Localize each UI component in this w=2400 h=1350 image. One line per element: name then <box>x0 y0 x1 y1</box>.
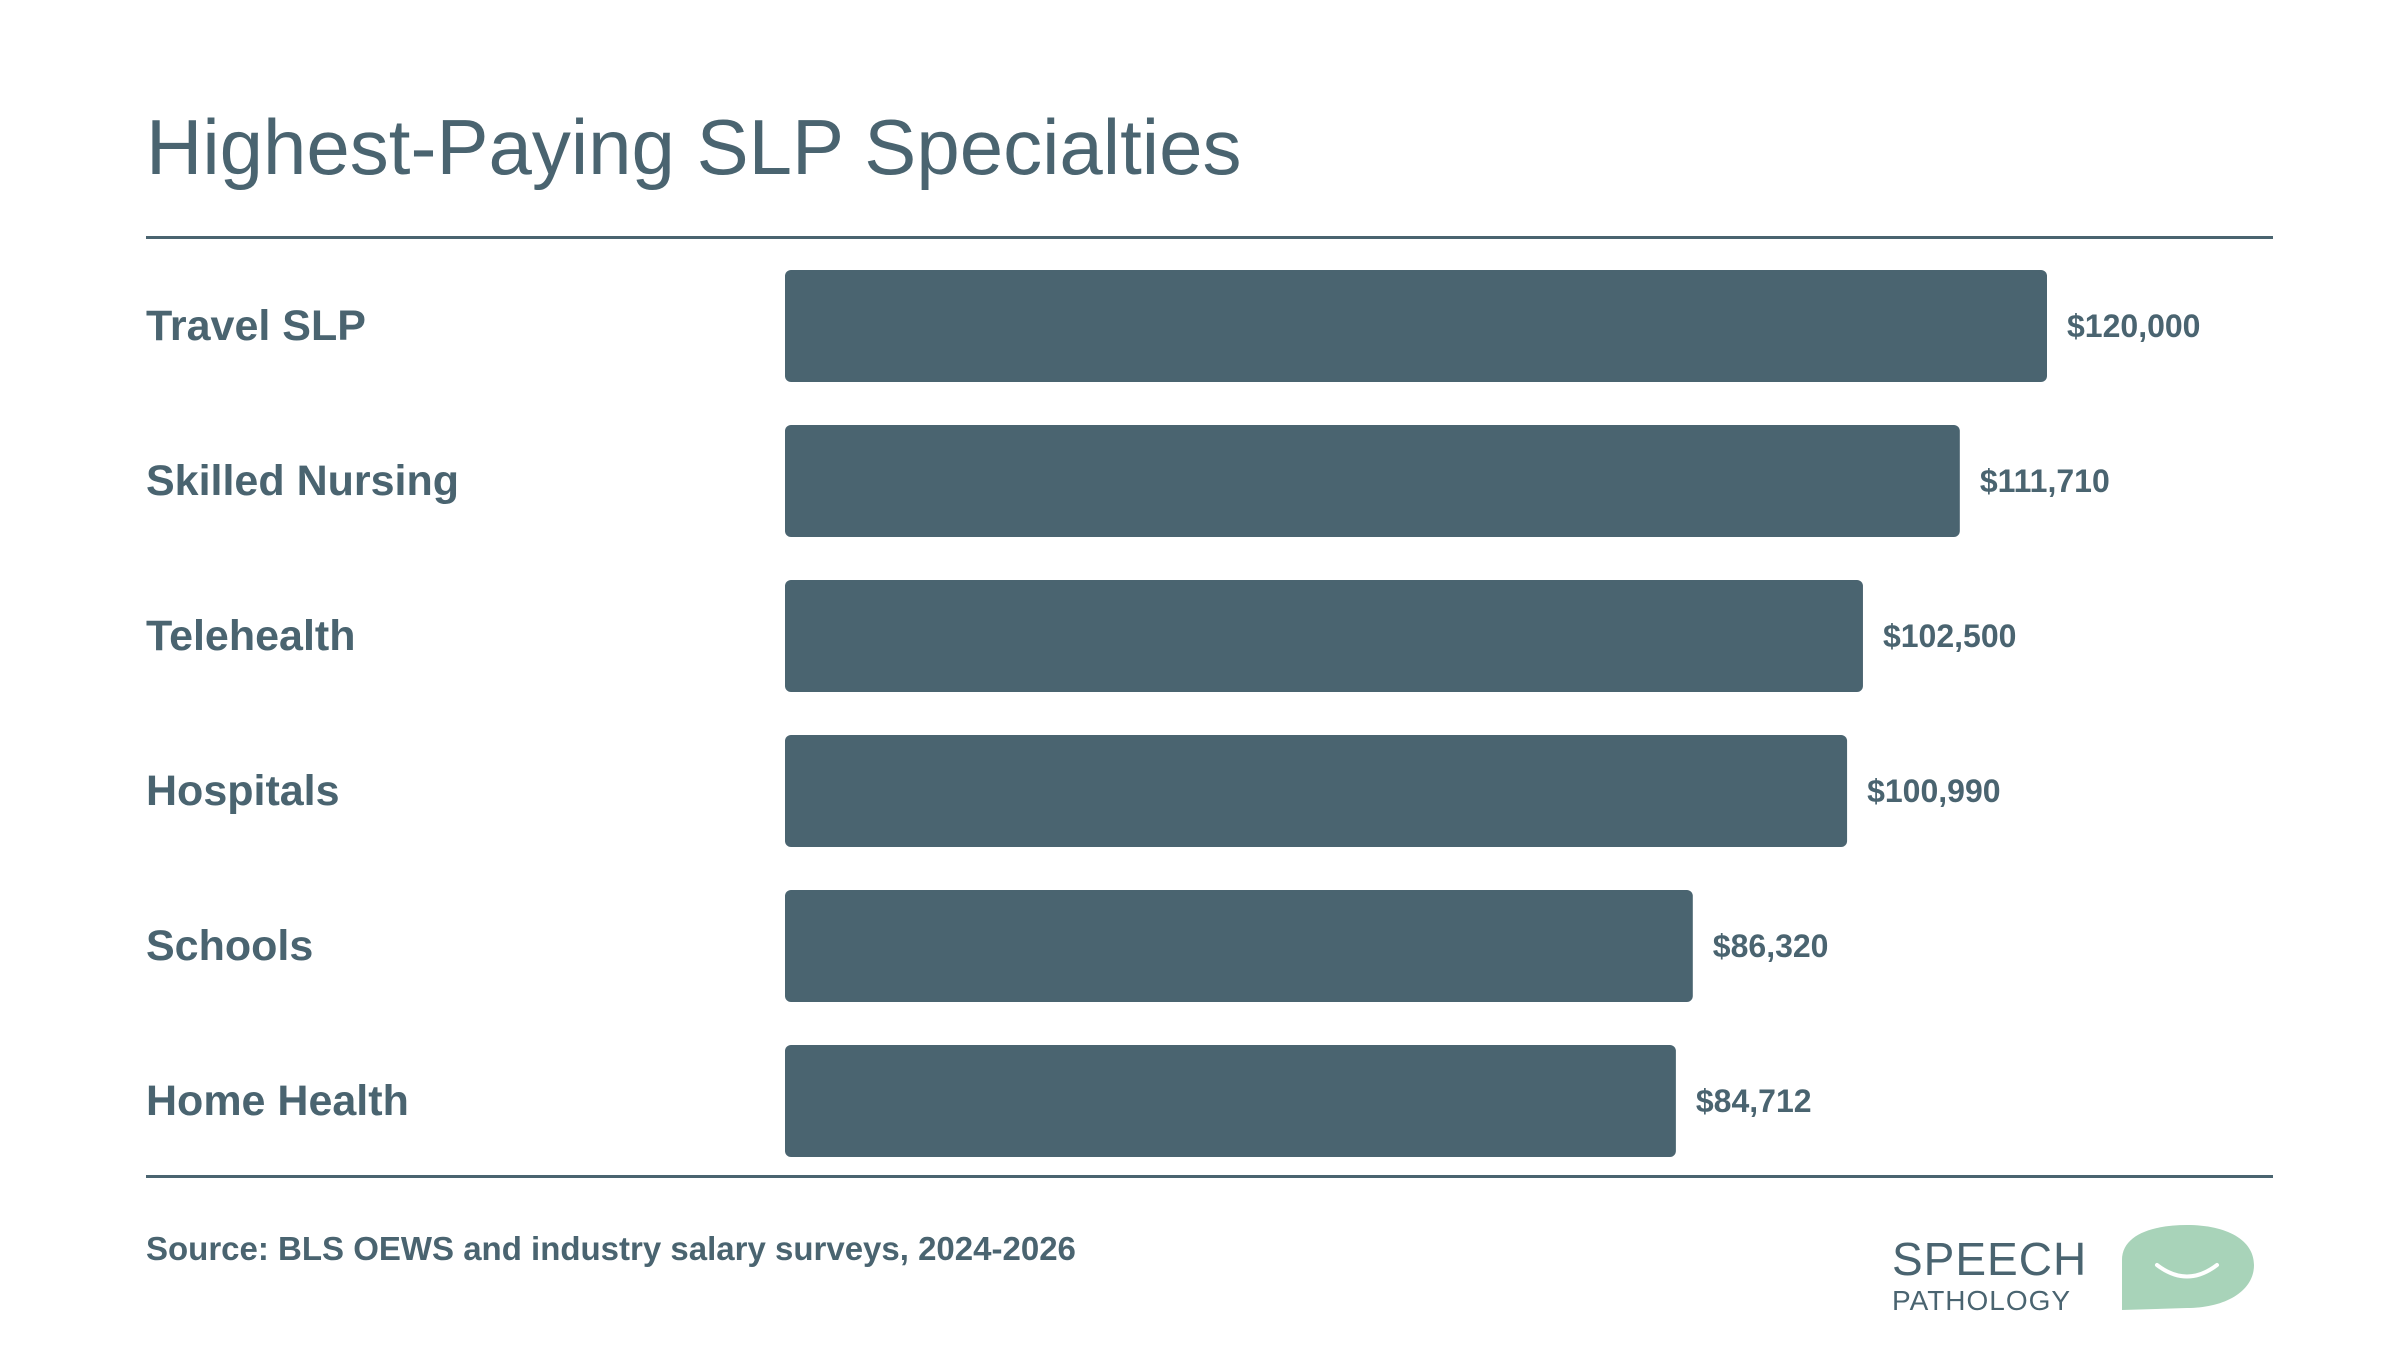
bar <box>785 890 1693 1002</box>
source-note: Source: BLS OEWS and industry salary sur… <box>146 1230 1076 1267</box>
bar <box>785 1045 1676 1157</box>
value-label: $84,712 <box>1696 1083 1812 1119</box>
smile-icon <box>2155 1263 2219 1279</box>
bar <box>785 425 1960 537</box>
category-label: Travel SLP <box>146 302 366 350</box>
value-label: $102,500 <box>1883 618 2016 654</box>
bar <box>785 270 2047 382</box>
category-label: Telehealth <box>146 612 355 660</box>
logo-line2: PATHOLOGY <box>1892 1285 2071 1316</box>
speech-pathology-logo: SPEECH PATHOLOGY <box>1892 1225 2254 1316</box>
category-label: Schools <box>146 922 313 970</box>
value-label: $111,710 <box>1980 463 2110 499</box>
category-label: Skilled Nursing <box>146 457 459 505</box>
value-label: $100,990 <box>1867 773 2000 809</box>
bar <box>785 580 1863 692</box>
bottom-divider <box>146 1175 2273 1178</box>
top-divider <box>146 236 2273 239</box>
bar <box>785 735 1848 847</box>
category-label: Home Health <box>146 1077 409 1125</box>
category-label: Hospitals <box>146 767 340 815</box>
speech-bubble-icon <box>2122 1225 2254 1310</box>
value-label: $86,320 <box>1713 928 1829 964</box>
chart-title: Highest-Paying SLP Specialties <box>146 103 1242 191</box>
logo-line1: SPEECH <box>1892 1233 2087 1285</box>
value-label: $120,000 <box>2067 308 2200 344</box>
